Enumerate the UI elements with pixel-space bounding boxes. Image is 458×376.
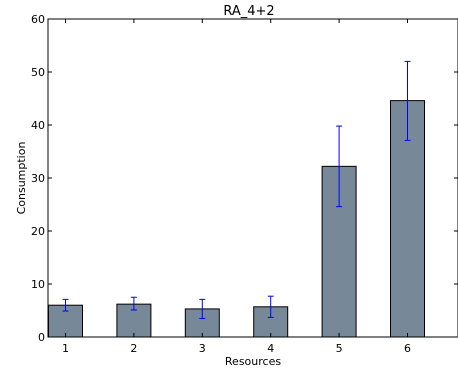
x-axis-label: Resources (225, 355, 281, 368)
error-bar-1 (62, 298, 69, 312)
chart-title: RA_4+2 (223, 4, 274, 19)
x-tick-label-6: 6 (404, 342, 411, 355)
bar-4 (253, 306, 289, 338)
y-tick-label-50: 50 (31, 66, 45, 79)
y-tick-label-0: 0 (38, 331, 45, 344)
y-tick-label-30: 30 (31, 172, 45, 185)
y-axis-label: Consumption (15, 142, 28, 215)
x-tick-label-5: 5 (336, 342, 343, 355)
plot-frame (47, 18, 458, 338)
error-bar-4 (267, 295, 274, 318)
bars-layer (48, 100, 425, 338)
error-bar-2 (130, 296, 137, 311)
y-tick-label-40: 40 (31, 119, 45, 132)
y-tick-label-60: 60 (31, 13, 45, 26)
x-tick-label-2: 2 (130, 342, 137, 355)
error-bar-6 (404, 60, 411, 141)
x-tick-label-1: 1 (62, 342, 69, 355)
error-bar-5 (336, 125, 343, 208)
error-bar-3 (199, 298, 206, 319)
error-bars-layer (62, 60, 411, 319)
x-tick-label-3: 3 (199, 342, 206, 355)
x-tick-label-4: 4 (267, 342, 274, 355)
y-tick-label-20: 20 (31, 225, 45, 238)
y-tick-label-10: 10 (31, 278, 45, 291)
